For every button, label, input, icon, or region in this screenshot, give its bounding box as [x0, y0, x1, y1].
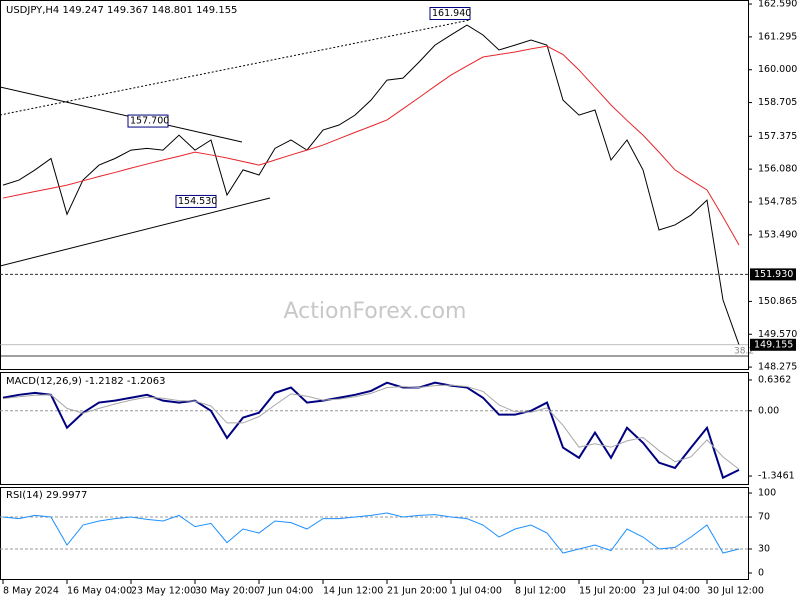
- last-price-box: [750, 338, 796, 351]
- annotation-label: 157.700: [130, 116, 169, 127]
- y-tick-label: 149.570: [758, 329, 797, 340]
- x-tick-label: 30 Jul 12:00: [707, 586, 764, 597]
- x-tick-label: 8 Jul 12:00: [515, 586, 566, 597]
- annotation-box: [127, 114, 169, 128]
- level-label-box: [750, 268, 796, 281]
- x-tick-label: 23 Jul 04:00: [643, 586, 700, 597]
- level-label: 151.930: [754, 269, 793, 280]
- y-tick-label: 157.375: [758, 131, 797, 142]
- y-tick-label: 0.6362: [758, 374, 791, 385]
- chart-title: USDJPY,H4 149.247 149.367 148.801 149.15…: [6, 5, 237, 16]
- y-tick-label: 150.865: [758, 296, 797, 307]
- y-tick-label: 158.705: [758, 97, 797, 108]
- y-tick-label: 161.295: [758, 31, 797, 42]
- x-tick-label: 14 Jun 12:00: [323, 586, 383, 597]
- rsi-panel: [0, 487, 749, 580]
- channel-line: [0, 19, 471, 116]
- annotation-box: [175, 194, 217, 208]
- series-line: [2, 384, 740, 470]
- y-tick-label: 153.490: [758, 229, 797, 240]
- price-panel: [0, 0, 749, 370]
- y-tick-label: 0: [758, 568, 764, 579]
- y-tick-label: 148.275: [758, 362, 797, 373]
- annotation-label: 161.940: [432, 8, 471, 19]
- x-tick-label: 16 May 04:00: [67, 586, 132, 597]
- y-tick-label: 162.590: [758, 0, 797, 10]
- y-tick-label: 160.000: [758, 64, 797, 75]
- fib-label: 38.2: [734, 347, 754, 357]
- x-tick-label: 8 May 2024: [3, 586, 59, 597]
- y-tick-label: 0.00: [758, 405, 779, 416]
- rsi-title: RSI(14) 29.9977: [6, 490, 87, 501]
- y-tick-label: -1.3461: [758, 471, 795, 482]
- annotation-box: [429, 7, 471, 21]
- watermark: ActionForex.com: [284, 299, 467, 324]
- x-tick-label: 7 Jun 04:00: [259, 586, 313, 597]
- y-tick-label: 100: [758, 488, 776, 499]
- macd-panel: [0, 372, 749, 485]
- y-tick-label: 156.080: [758, 164, 797, 175]
- x-tick-label: 15 Jul 20:00: [579, 586, 636, 597]
- trendline: [0, 197, 271, 267]
- macd-title: MACD(12,26,9) -1.2182 -1.2063: [6, 376, 166, 387]
- last-price-label: 149.155: [754, 339, 793, 350]
- x-tick-label: 30 May 20:00: [195, 586, 260, 597]
- x-tick-label: 1 Jul 04:00: [451, 586, 502, 597]
- y-tick-label: 70: [758, 512, 770, 523]
- trendline: [0, 86, 243, 143]
- series-line: [2, 381, 740, 480]
- x-tick-label: 23 May 12:00: [131, 586, 196, 597]
- series-line: [2, 24, 740, 345]
- annotation-label: 154.530: [178, 196, 217, 207]
- x-tick-label: 21 Jun 20:00: [387, 586, 447, 597]
- y-tick-label: 154.785: [758, 196, 797, 207]
- y-tick-label: 30: [758, 544, 770, 555]
- series-line: [2, 45, 740, 246]
- series-line: [2, 512, 740, 554]
